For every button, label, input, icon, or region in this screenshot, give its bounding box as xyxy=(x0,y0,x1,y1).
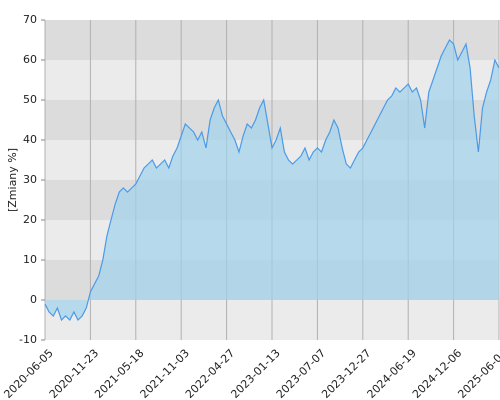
y-tick-label: 40 xyxy=(23,133,37,146)
area xyxy=(45,40,499,320)
y-tick-label: 0 xyxy=(30,293,37,306)
y-tick-label: 20 xyxy=(23,213,37,226)
y-tick-label: 50 xyxy=(23,93,37,106)
y-tick-label: -10 xyxy=(19,333,37,346)
line xyxy=(44,39,500,322)
y-tick-label: 60 xyxy=(23,53,37,66)
y-axis-label: [Zmiany %] xyxy=(6,148,19,212)
y-tick-label: 30 xyxy=(23,173,37,186)
y-tick-label: 10 xyxy=(23,253,37,266)
y-tick-label: 70 xyxy=(23,13,37,26)
